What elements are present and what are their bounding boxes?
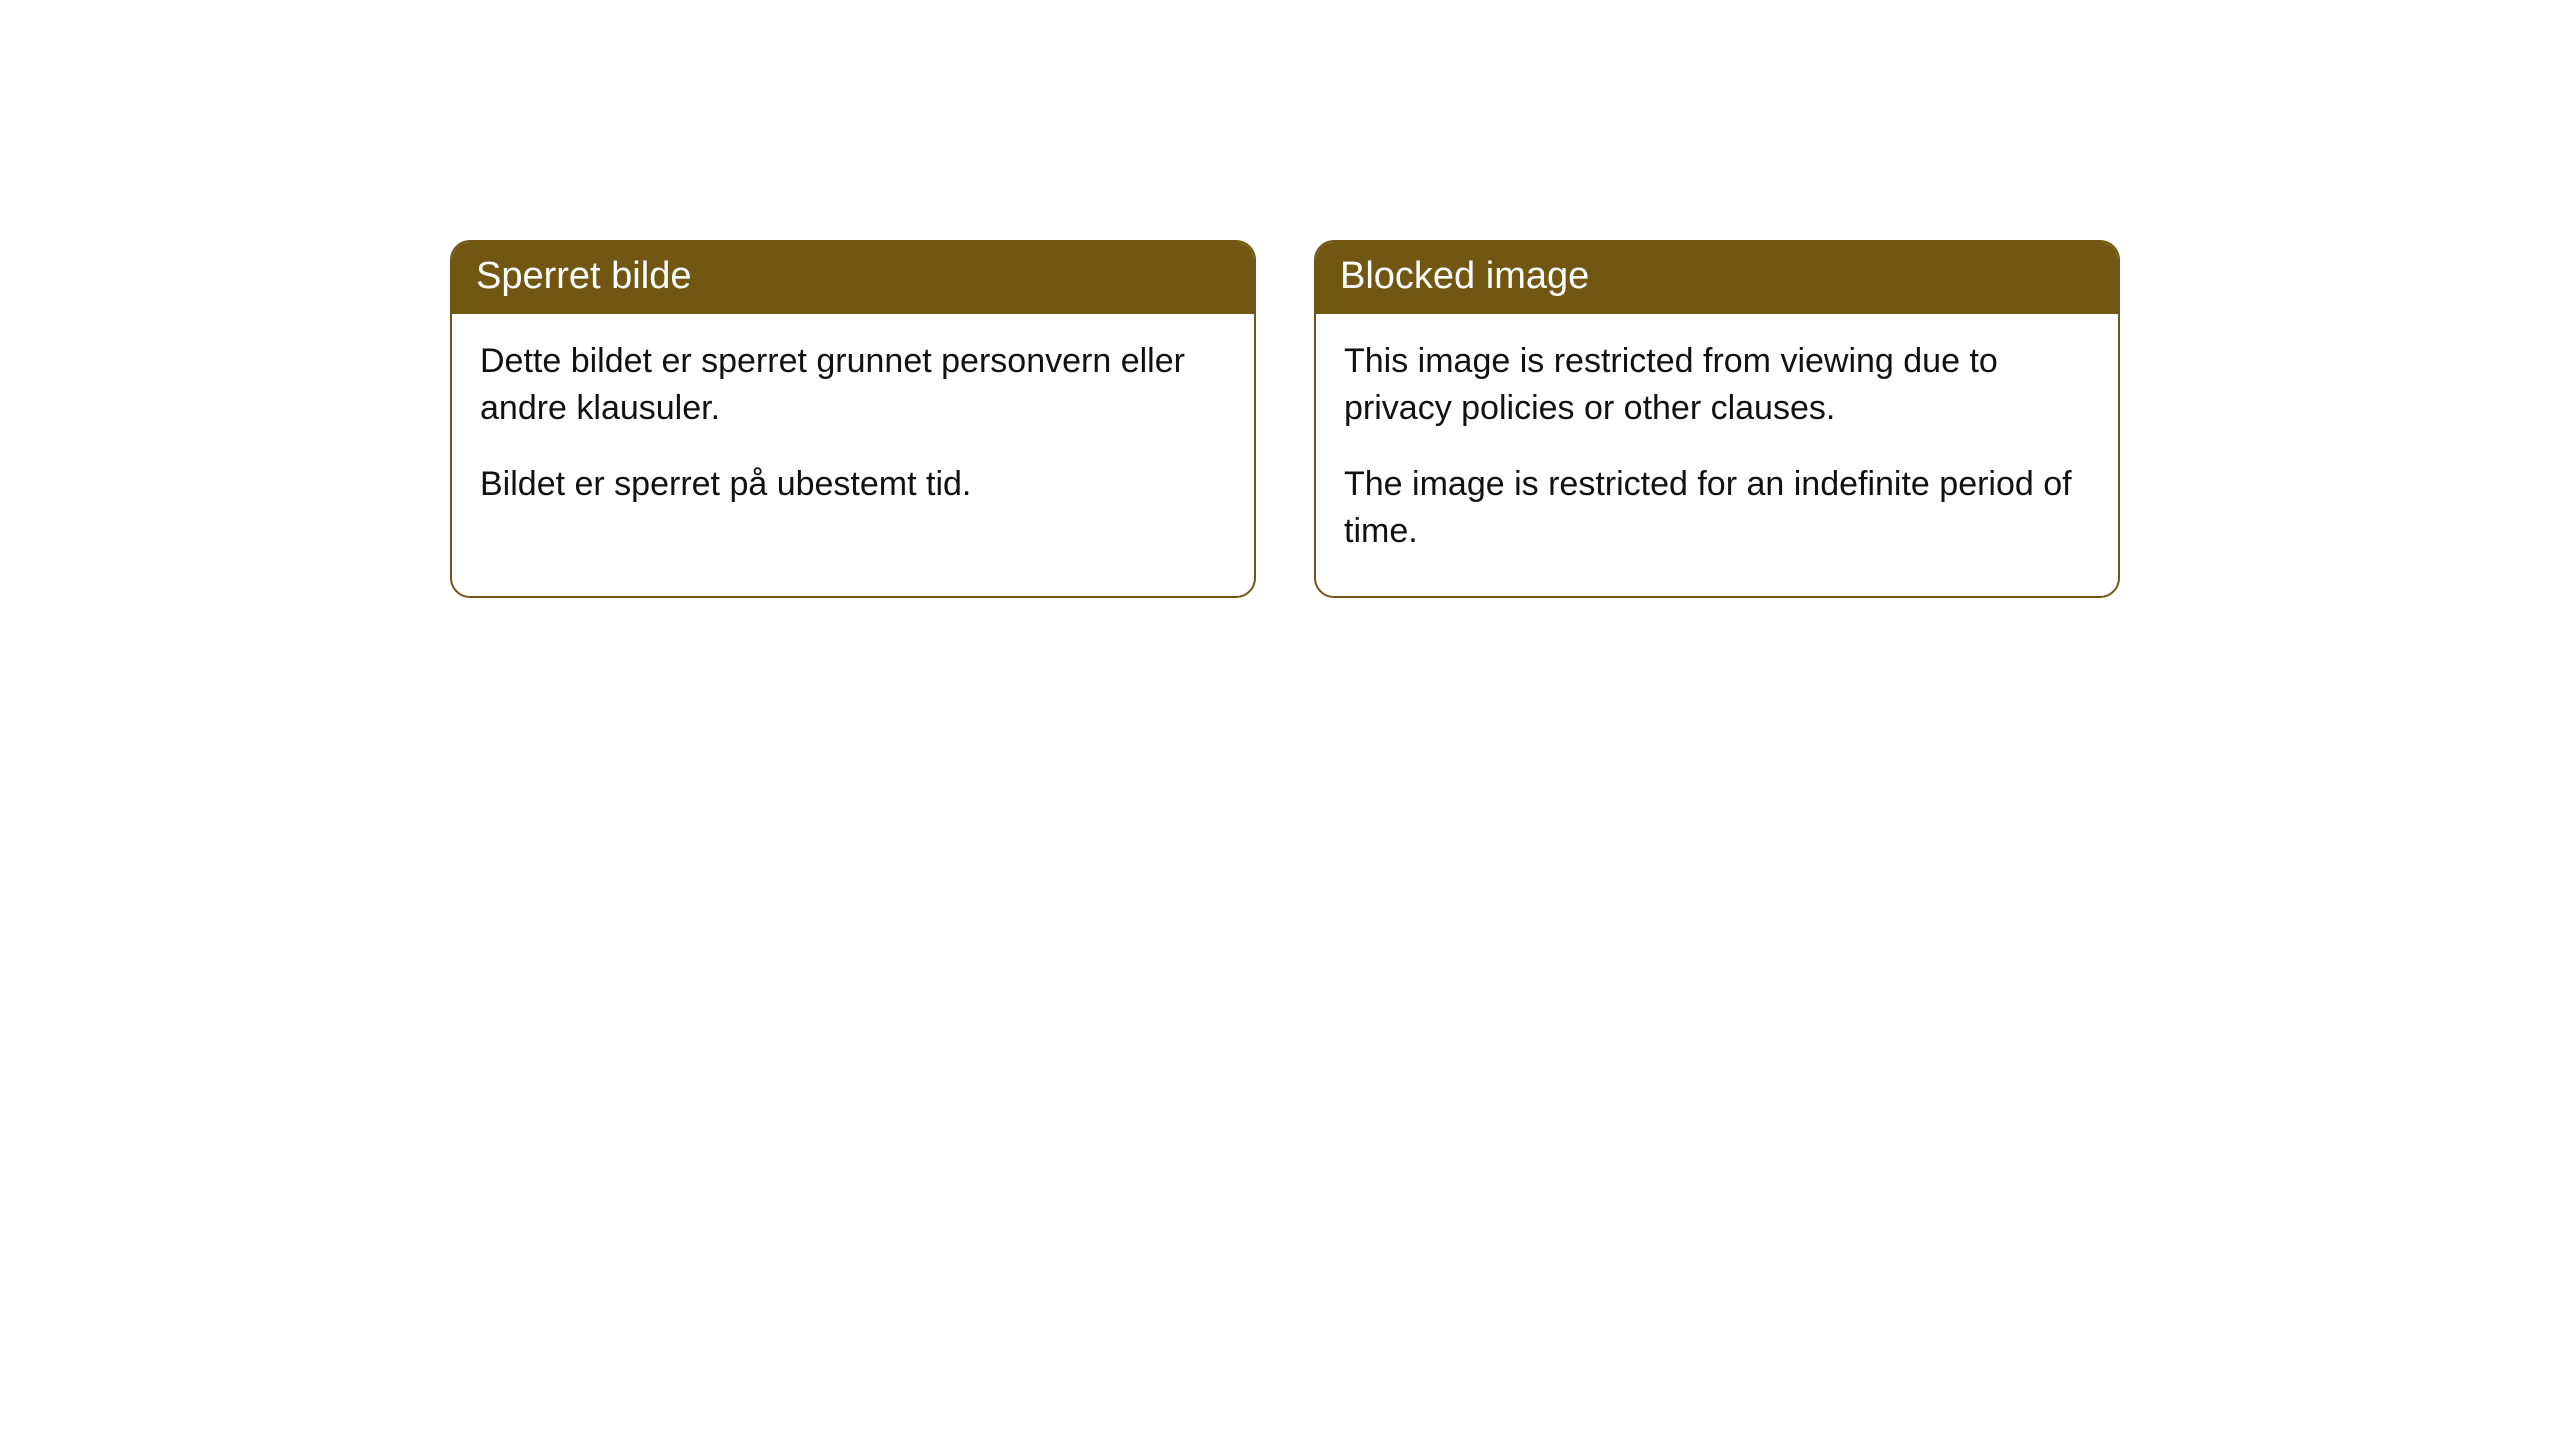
notice-cards-container: Sperret bilde Dette bildet er sperret gr…	[450, 240, 2560, 598]
notice-card-english: Blocked image This image is restricted f…	[1314, 240, 2120, 598]
card-header: Blocked image	[1316, 242, 2118, 314]
card-paragraph: This image is restricted from viewing du…	[1344, 338, 2090, 433]
card-paragraph: Bildet er sperret på ubestemt tid.	[480, 461, 1226, 509]
card-header: Sperret bilde	[452, 242, 1254, 314]
card-paragraph: The image is restricted for an indefinit…	[1344, 461, 2090, 556]
card-body: This image is restricted from viewing du…	[1316, 314, 2118, 596]
notice-card-norwegian: Sperret bilde Dette bildet er sperret gr…	[450, 240, 1256, 598]
card-paragraph: Dette bildet er sperret grunnet personve…	[480, 338, 1226, 433]
card-body: Dette bildet er sperret grunnet personve…	[452, 314, 1254, 549]
